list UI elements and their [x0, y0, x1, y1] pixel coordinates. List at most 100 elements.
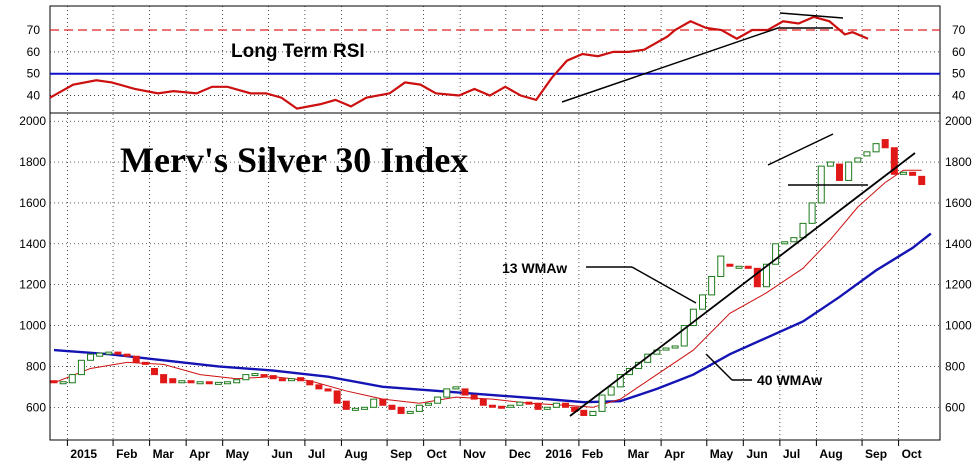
- month-label: May: [710, 447, 734, 461]
- candle: [333, 390, 341, 404]
- candle: [854, 157, 862, 163]
- plot-frame: [49, 5, 941, 441]
- month-label: May: [226, 447, 250, 461]
- candle: [424, 402, 432, 406]
- candle: [671, 345, 679, 349]
- y-tick-label: 1200: [945, 278, 972, 292]
- ma40-label: 40 WMAw: [757, 372, 822, 388]
- candle: [534, 402, 542, 410]
- rsi-tick-label: 50: [27, 67, 41, 81]
- candle: [689, 308, 697, 327]
- month-label: Nov: [463, 447, 486, 461]
- candle: [196, 381, 204, 385]
- trendlines: [561, 12, 916, 417]
- month-label: Jul: [308, 447, 325, 461]
- candle: [762, 263, 770, 288]
- candle: [68, 374, 76, 384]
- y-tick-label: 2000: [19, 114, 46, 128]
- candle: [909, 171, 917, 176]
- candle: [379, 398, 387, 406]
- candle: [516, 401, 524, 406]
- month-label: Apr: [189, 447, 210, 461]
- candle: [96, 352, 104, 357]
- candle: [160, 374, 168, 384]
- candles: [50, 139, 926, 416]
- candle: [498, 405, 506, 409]
- candle: [297, 377, 305, 382]
- y-tick-label: 800: [945, 359, 965, 373]
- horizontal-gridlines: [50, 51, 940, 408]
- candle: [251, 373, 259, 377]
- y-tick-label: 1000: [945, 319, 972, 333]
- candle: [589, 410, 597, 416]
- month-label: Feb: [116, 447, 137, 461]
- candle: [680, 325, 688, 347]
- candle: [699, 294, 707, 310]
- candle: [351, 407, 359, 411]
- candle: [808, 202, 816, 224]
- rsi-top-line: [779, 12, 844, 19]
- ma40-line: [53, 232, 932, 404]
- candle: [315, 384, 323, 390]
- y-tick-label: 1800: [19, 155, 46, 169]
- candle: [607, 386, 615, 396]
- candle: [205, 381, 213, 385]
- candle: [845, 161, 853, 181]
- rsi-tick-label: 50: [952, 67, 966, 81]
- candle: [59, 381, 67, 385]
- candle: [77, 359, 85, 376]
- candle: [370, 398, 378, 408]
- candle: [388, 404, 396, 410]
- candle: [132, 355, 140, 363]
- candle: [214, 381, 222, 385]
- candle: [87, 353, 95, 361]
- candle: [525, 401, 533, 405]
- y-tick-label: 1400: [19, 237, 46, 251]
- candle: [443, 388, 451, 398]
- y-tick-label: 1600: [19, 196, 46, 210]
- y-tick-label: 600: [945, 400, 965, 414]
- candle: [278, 378, 286, 382]
- month-label: Jun: [746, 447, 767, 461]
- candle: [123, 353, 131, 357]
- month-label: Jul: [783, 447, 800, 461]
- candle: [141, 361, 149, 365]
- candle: [114, 351, 122, 355]
- rsi-line: [49, 15, 869, 110]
- candle: [744, 265, 752, 269]
- candle: [150, 367, 158, 376]
- candle: [753, 267, 761, 288]
- candle: [169, 378, 177, 384]
- candle: [881, 139, 889, 149]
- candle: [662, 347, 670, 351]
- rsi-tick-label: 40: [27, 89, 41, 103]
- candle: [552, 402, 560, 408]
- candle: [899, 171, 907, 175]
- month-label: Apr: [664, 447, 685, 461]
- candle: [543, 406, 551, 410]
- month-label: Jun: [271, 447, 292, 461]
- month-label: 2015: [70, 447, 97, 461]
- candle: [452, 386, 460, 390]
- y-tick-label: 800: [26, 359, 46, 373]
- candle: [562, 402, 570, 408]
- candle: [708, 276, 716, 296]
- candle: [306, 380, 314, 386]
- chart-title: Merv's Silver 30 Index: [120, 140, 468, 180]
- y-tick-label: 1200: [19, 278, 46, 292]
- rsi-title: Long Term RSI: [231, 41, 365, 62]
- candle: [580, 409, 588, 416]
- month-label: Feb: [582, 447, 603, 461]
- month-label: 2016: [545, 447, 572, 461]
- y-tick-label: 2000: [945, 114, 972, 128]
- ma13-pointer-diagonal: [631, 266, 697, 304]
- candle: [187, 380, 195, 384]
- candle: [735, 265, 743, 269]
- candle: [598, 394, 606, 412]
- y-tick-label: 1400: [945, 237, 972, 251]
- price-top-line: [767, 133, 834, 166]
- y-ticks-left: 600 800 1000 1200 1400 1600 1800 2000 40 50 60 70: [19, 23, 46, 414]
- ma40-series: [53, 232, 932, 404]
- y-tick-label: 600: [26, 400, 46, 414]
